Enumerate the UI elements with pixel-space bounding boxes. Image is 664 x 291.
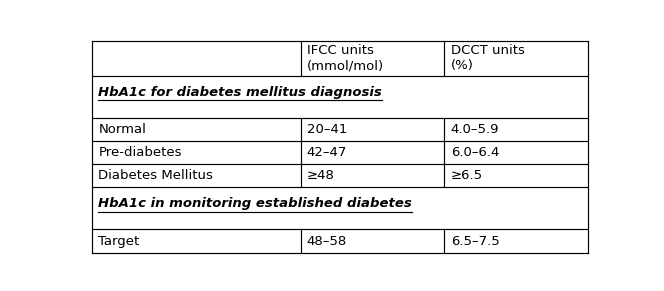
Text: Pre-diabetes: Pre-diabetes [98,146,182,159]
Text: 48–58: 48–58 [307,235,347,248]
Text: 6.0–6.4: 6.0–6.4 [451,146,499,159]
Text: ≥48: ≥48 [307,169,335,182]
Text: Diabetes Mellitus: Diabetes Mellitus [98,169,213,182]
Text: DCCT units
(%): DCCT units (%) [451,44,525,72]
Text: Target: Target [98,235,139,248]
Text: HbA1c for diabetes mellitus diagnosis: HbA1c for diabetes mellitus diagnosis [98,86,382,99]
Text: 6.5–7.5: 6.5–7.5 [451,235,499,248]
Text: IFCC units
(mmol/mol): IFCC units (mmol/mol) [307,44,384,72]
Text: 42–47: 42–47 [307,146,347,159]
Text: HbA1c in monitoring established diabetes: HbA1c in monitoring established diabetes [98,197,412,210]
Text: ≥6.5: ≥6.5 [451,169,483,182]
Text: 4.0–5.9: 4.0–5.9 [451,123,499,136]
Text: Normal: Normal [98,123,146,136]
Text: 20–41: 20–41 [307,123,347,136]
